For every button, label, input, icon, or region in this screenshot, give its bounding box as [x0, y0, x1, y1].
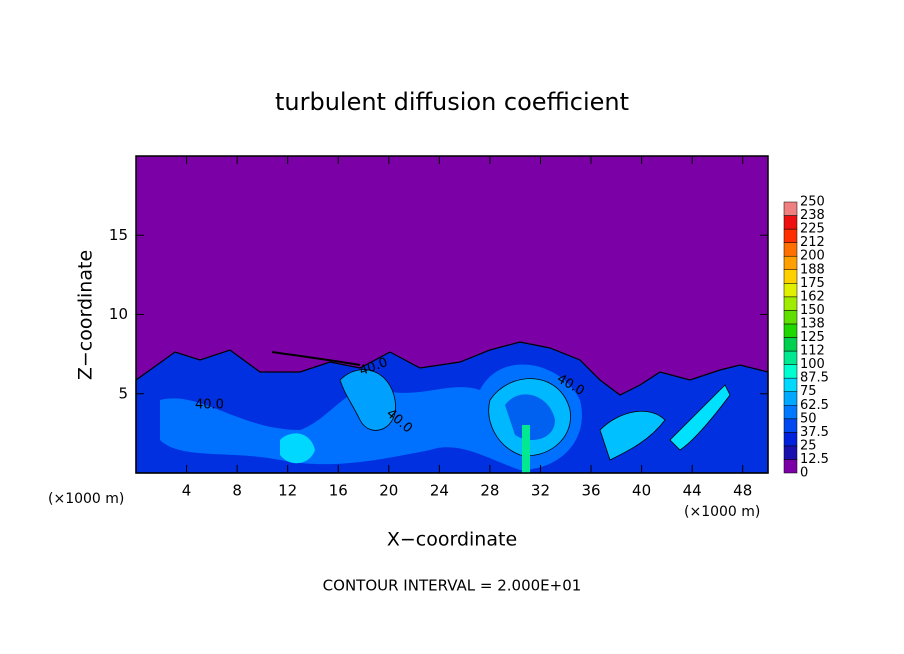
y-tick-label: 15 — [109, 226, 128, 244]
field-region — [339, 369, 396, 431]
x-axis-label: X−coordinate — [387, 529, 517, 551]
colorbar-bin — [783, 323, 798, 338]
colorbar-bin — [783, 215, 798, 230]
x-tick-label: 8 — [232, 482, 242, 500]
colorbar-label: 162 — [800, 289, 825, 304]
colorbar-bin — [783, 405, 798, 420]
colorbar-bin — [783, 418, 798, 433]
x-tick-label: 32 — [531, 482, 550, 500]
colorbar-label: 62.5 — [800, 398, 829, 413]
colorbar-bin — [783, 432, 798, 447]
field-region — [669, 384, 731, 451]
colorbar-label: 238 — [800, 208, 825, 223]
colorbar-label: 212 — [800, 235, 825, 250]
colorbar-bin — [783, 310, 798, 325]
colorbar-label: 150 — [800, 303, 825, 318]
x-tick-label: 4 — [182, 482, 192, 500]
colorbar-label: 250 — [800, 195, 825, 210]
colorbar-bin — [783, 201, 798, 216]
colorbar-bin — [783, 391, 798, 406]
contour-line — [271, 351, 361, 366]
colorbar-label: 12.5 — [800, 452, 829, 467]
colorbar-bin — [783, 255, 798, 271]
x-tick-label: 12 — [278, 482, 297, 500]
colorbar-label: 37.5 — [800, 425, 829, 440]
colorbar-bin — [783, 283, 798, 298]
field-region — [505, 394, 555, 440]
x-unit-label: (×1000 m) — [684, 504, 760, 520]
colorbar-label: 0 — [800, 466, 808, 481]
colorbar-label: 100 — [800, 357, 825, 372]
colorbar-label: 87.5 — [800, 371, 829, 386]
x-tick-label: 44 — [683, 482, 702, 500]
x-tick-label: 20 — [379, 482, 398, 500]
x-tick-label: 28 — [480, 482, 499, 500]
colorbar-bin — [783, 228, 798, 243]
field — [135, 156, 769, 474]
chart-title: turbulent diffusion coefficient — [275, 88, 629, 116]
colorbar-label: 125 — [800, 330, 825, 345]
colorbar-label: 112 — [800, 344, 825, 359]
colorbar-bin — [783, 242, 798, 257]
x-unit-label: (×1000 m) — [48, 491, 124, 507]
colorbar-label: 25 — [800, 438, 817, 453]
colorbar-bin — [783, 269, 798, 284]
colorbar-bin — [783, 337, 798, 352]
colorbar-label: 138 — [800, 316, 825, 331]
field-region — [280, 433, 315, 464]
x-tick-label: 24 — [430, 482, 449, 500]
field-region — [599, 411, 666, 461]
x-tick-label: 48 — [733, 482, 752, 500]
colorbar-label: 225 — [800, 222, 825, 237]
colorbar-label: 175 — [800, 276, 825, 291]
colorbar-label: 50 — [800, 411, 817, 426]
x-tick-label: 16 — [329, 482, 348, 500]
colorbar-label: 188 — [800, 262, 825, 277]
colorbar-bin — [783, 350, 798, 365]
x-tick-label: 40 — [632, 482, 651, 500]
colorbar-bin — [783, 364, 798, 379]
x-tick-label: 36 — [581, 482, 600, 500]
colorbar-bin — [783, 459, 798, 474]
y-axis-label: Z−coordinate — [75, 250, 97, 380]
colorbar-label: 200 — [800, 249, 825, 264]
colorbar-label: 75 — [800, 384, 817, 399]
footer: CONTOUR INTERVAL = 2.000E+01 — [323, 577, 582, 595]
colorbar-bin — [783, 445, 798, 460]
field-region — [522, 425, 530, 473]
y-tick-label: 5 — [118, 384, 128, 402]
y-tick-label: 10 — [109, 305, 128, 323]
colorbar-bin — [783, 377, 798, 392]
contour-label: 40.0 — [195, 398, 224, 413]
colorbar-bin — [783, 296, 798, 311]
